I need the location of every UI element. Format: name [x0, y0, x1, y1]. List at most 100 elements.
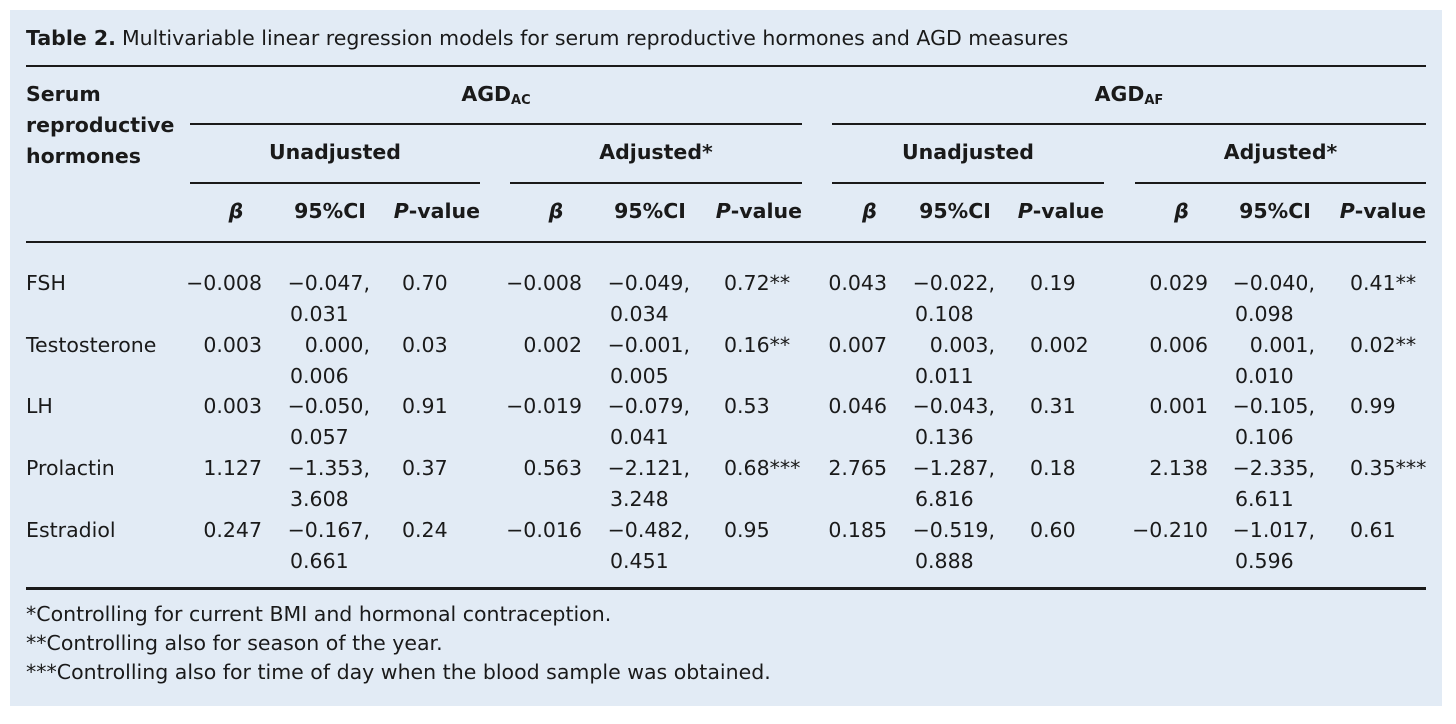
- beta-value: 0.563: [523, 456, 582, 480]
- header-bottom-rule: [26, 241, 1426, 243]
- caption-label: Table 2.: [26, 26, 116, 50]
- beta-value: 0.002: [523, 333, 582, 357]
- column-header-beta: β: [1174, 199, 1189, 223]
- group-header-sub: AF: [1144, 93, 1164, 108]
- ci-upper: 0.106: [1235, 425, 1294, 449]
- subgroup-header-adjusted-af: Adjusted*: [1223, 140, 1338, 164]
- ci-lower: −0.519,: [912, 518, 995, 542]
- ci-upper: 0.888: [915, 549, 974, 573]
- ci-value: −2.335, 6.611: [1225, 453, 1315, 515]
- ci-upper: 0.661: [290, 549, 349, 573]
- column-header-beta: β: [862, 199, 877, 223]
- ci-value: 0.000, 0.006: [280, 330, 370, 392]
- group-rule-agd-ac: [190, 123, 802, 125]
- p-value: 0.99: [1350, 394, 1396, 418]
- footnote-1: *Controlling for current BMI and hormona…: [26, 602, 612, 626]
- ci-lower: −0.482,: [607, 518, 690, 542]
- ci-value: −2.121, 3.248: [600, 453, 690, 515]
- p-value: 0.91: [402, 394, 448, 418]
- p-italic: P: [1017, 199, 1033, 223]
- group-header-sub: AC: [511, 93, 531, 108]
- p-value: 0.24: [402, 518, 448, 542]
- subgroup-header-unadjusted-af: Unadjusted: [902, 140, 1034, 164]
- ci-lower: −0.001,: [607, 333, 690, 357]
- column-header-ci: 95%CI: [919, 199, 991, 223]
- beta-value: 0.185: [828, 518, 887, 542]
- ci-lower: −0.022,: [912, 271, 995, 295]
- group-rule-agd-af: [832, 123, 1426, 125]
- ci-upper: 0.108: [915, 302, 974, 326]
- ci-upper: 0.041: [610, 425, 669, 449]
- p-value: 0.53: [724, 394, 770, 418]
- ci-value: −0.482, 0.451: [600, 515, 690, 577]
- beta-value: 2.138: [1149, 456, 1208, 480]
- ci-lower: −1.287,: [912, 456, 995, 480]
- column-header-beta: β: [548, 199, 564, 223]
- ci-value: −1.017, 0.596: [1225, 515, 1315, 577]
- ci-upper: 0.010: [1235, 364, 1294, 388]
- column-header-ci: 95%CI: [294, 199, 366, 223]
- row-header-line-1: Serum: [26, 82, 101, 106]
- column-header-ci: 95%CI: [1239, 199, 1311, 223]
- ci-lower: −0.167,: [287, 518, 370, 542]
- ci-lower: −0.105,: [1232, 394, 1315, 418]
- p-value: 0.002: [1030, 333, 1089, 357]
- beta-value: −0.016: [506, 518, 582, 542]
- beta-value: 2.765: [828, 456, 887, 480]
- column-header-p-value: P-value: [1316, 196, 1426, 227]
- column-header-p-value: P-value: [994, 196, 1104, 227]
- top-rule: [26, 65, 1426, 67]
- ci-value: −0.001, 0.005: [600, 330, 690, 392]
- p-value: 0.72**: [724, 271, 791, 295]
- ci-upper: 0.596: [1235, 549, 1294, 573]
- ci-upper: 3.248: [610, 487, 669, 511]
- beta-value: −0.019: [506, 394, 582, 418]
- ci-value: −0.105, 0.106: [1225, 391, 1315, 453]
- beta-value: −0.008: [186, 271, 262, 295]
- column-header-p-value: P-value: [692, 196, 802, 227]
- beta-value: 0.043: [828, 271, 887, 295]
- ci-lower: −2.335,: [1232, 456, 1315, 480]
- row-header-line-3: hormones: [26, 144, 141, 168]
- p-suffix: -value: [1032, 199, 1104, 223]
- ci-lower: 0.003,: [929, 333, 995, 357]
- caption-text: Multivariable linear regression models f…: [121, 26, 1069, 50]
- group-header-main: AGD: [461, 82, 512, 106]
- beta-value: 0.003: [203, 394, 262, 418]
- p-value: 0.18: [1030, 456, 1076, 480]
- p-value: 0.70: [402, 271, 448, 295]
- group-header-agd-af: AGDAF: [832, 79, 1426, 116]
- beta-value: −0.210: [1132, 518, 1208, 542]
- ci-lower: −0.043,: [912, 394, 995, 418]
- ci-lower: −1.017,: [1232, 518, 1315, 542]
- table-caption: Table 2. Multivariable linear regression …: [26, 26, 1068, 50]
- ci-upper: 0.005: [610, 364, 669, 388]
- column-header-ci: 95%CI: [614, 199, 686, 223]
- ci-value: −0.167, 0.661: [280, 515, 370, 577]
- subgroup-header-adjusted-ac: Adjusted*: [599, 140, 713, 164]
- beta-value: 0.006: [1149, 333, 1208, 357]
- p-italic: P: [393, 199, 409, 223]
- beta-value: 0.029: [1149, 271, 1208, 295]
- ci-lower: 0.001,: [1249, 333, 1315, 357]
- ci-value: −0.519, 0.888: [905, 515, 995, 577]
- ci-upper: 6.611: [1235, 487, 1294, 511]
- ci-value: −0.049, 0.034: [600, 268, 690, 330]
- p-value: 0.03: [402, 333, 448, 357]
- ci-upper: 6.816: [915, 487, 974, 511]
- ci-upper: 0.011: [915, 364, 974, 388]
- ci-upper: 0.034: [610, 302, 669, 326]
- ci-value: −0.079, 0.041: [600, 391, 690, 453]
- p-value: 0.41**: [1350, 271, 1417, 295]
- ci-value: 0.001, 0.010: [1225, 330, 1315, 392]
- ci-lower: −0.047,: [287, 271, 370, 295]
- p-value: 0.37: [402, 456, 448, 480]
- ci-value: −0.040, 0.098: [1225, 268, 1315, 330]
- p-italic: P: [1339, 199, 1355, 223]
- column-header-beta: β: [228, 199, 244, 223]
- ci-upper: 0.451: [610, 549, 669, 573]
- ci-value: −0.043, 0.136: [905, 391, 995, 453]
- p-value: 0.61: [1350, 518, 1396, 542]
- ci-upper: 0.136: [915, 425, 974, 449]
- ci-value: −0.050, 0.057: [280, 391, 370, 453]
